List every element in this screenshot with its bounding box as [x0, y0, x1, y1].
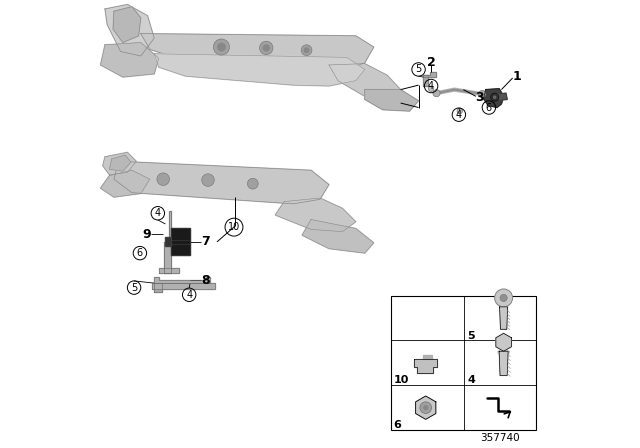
Polygon shape [484, 89, 504, 108]
Circle shape [213, 39, 230, 55]
Circle shape [423, 405, 428, 410]
Text: 6: 6 [394, 420, 401, 430]
Polygon shape [365, 90, 419, 111]
Text: 10: 10 [228, 222, 240, 232]
Circle shape [495, 289, 513, 307]
Polygon shape [496, 333, 511, 351]
Text: 5: 5 [415, 65, 422, 74]
Circle shape [217, 43, 226, 52]
Text: 2: 2 [427, 56, 435, 69]
Polygon shape [329, 64, 401, 99]
Polygon shape [152, 283, 215, 289]
Text: 5: 5 [467, 331, 475, 340]
Polygon shape [159, 268, 179, 273]
Polygon shape [114, 161, 329, 204]
Polygon shape [500, 307, 508, 329]
Polygon shape [415, 396, 436, 419]
Text: 1: 1 [513, 69, 522, 83]
Circle shape [433, 90, 440, 97]
Circle shape [262, 44, 270, 52]
Circle shape [301, 45, 312, 56]
Text: 5: 5 [131, 283, 137, 293]
Text: 6: 6 [486, 103, 492, 112]
Polygon shape [498, 351, 509, 354]
Text: 357740: 357740 [480, 433, 520, 443]
Polygon shape [154, 277, 210, 283]
Text: 4: 4 [155, 208, 161, 218]
Polygon shape [275, 198, 356, 232]
Polygon shape [105, 4, 154, 56]
Polygon shape [109, 155, 131, 171]
Polygon shape [103, 152, 136, 175]
Polygon shape [497, 93, 508, 100]
Circle shape [248, 178, 258, 189]
Polygon shape [164, 211, 172, 273]
Polygon shape [499, 351, 508, 375]
Text: 10: 10 [394, 375, 409, 385]
Circle shape [479, 90, 486, 98]
Circle shape [303, 47, 310, 53]
Circle shape [202, 174, 214, 186]
Text: 4: 4 [467, 375, 475, 385]
Text: 6: 6 [137, 248, 143, 258]
Text: 3: 3 [475, 91, 484, 104]
Polygon shape [113, 7, 141, 43]
Circle shape [500, 294, 508, 302]
Polygon shape [172, 228, 190, 255]
Polygon shape [422, 355, 431, 359]
Bar [391, 296, 536, 430]
Text: 4: 4 [186, 290, 192, 300]
Circle shape [428, 86, 434, 91]
Circle shape [420, 402, 431, 414]
Circle shape [491, 93, 499, 101]
Polygon shape [413, 359, 437, 373]
Circle shape [457, 108, 463, 114]
Polygon shape [302, 220, 374, 253]
Polygon shape [165, 237, 172, 246]
Polygon shape [100, 43, 159, 77]
Polygon shape [423, 75, 428, 86]
Polygon shape [154, 54, 365, 86]
Circle shape [260, 41, 273, 55]
Polygon shape [141, 34, 374, 69]
Circle shape [493, 95, 497, 99]
Circle shape [157, 173, 170, 185]
Text: 7: 7 [202, 235, 210, 249]
Polygon shape [423, 72, 436, 77]
Text: 4: 4 [456, 110, 462, 120]
Text: 4: 4 [428, 81, 434, 91]
Text: 9: 9 [142, 228, 151, 241]
Text: 8: 8 [202, 273, 210, 287]
Polygon shape [154, 283, 163, 292]
Polygon shape [100, 170, 150, 197]
